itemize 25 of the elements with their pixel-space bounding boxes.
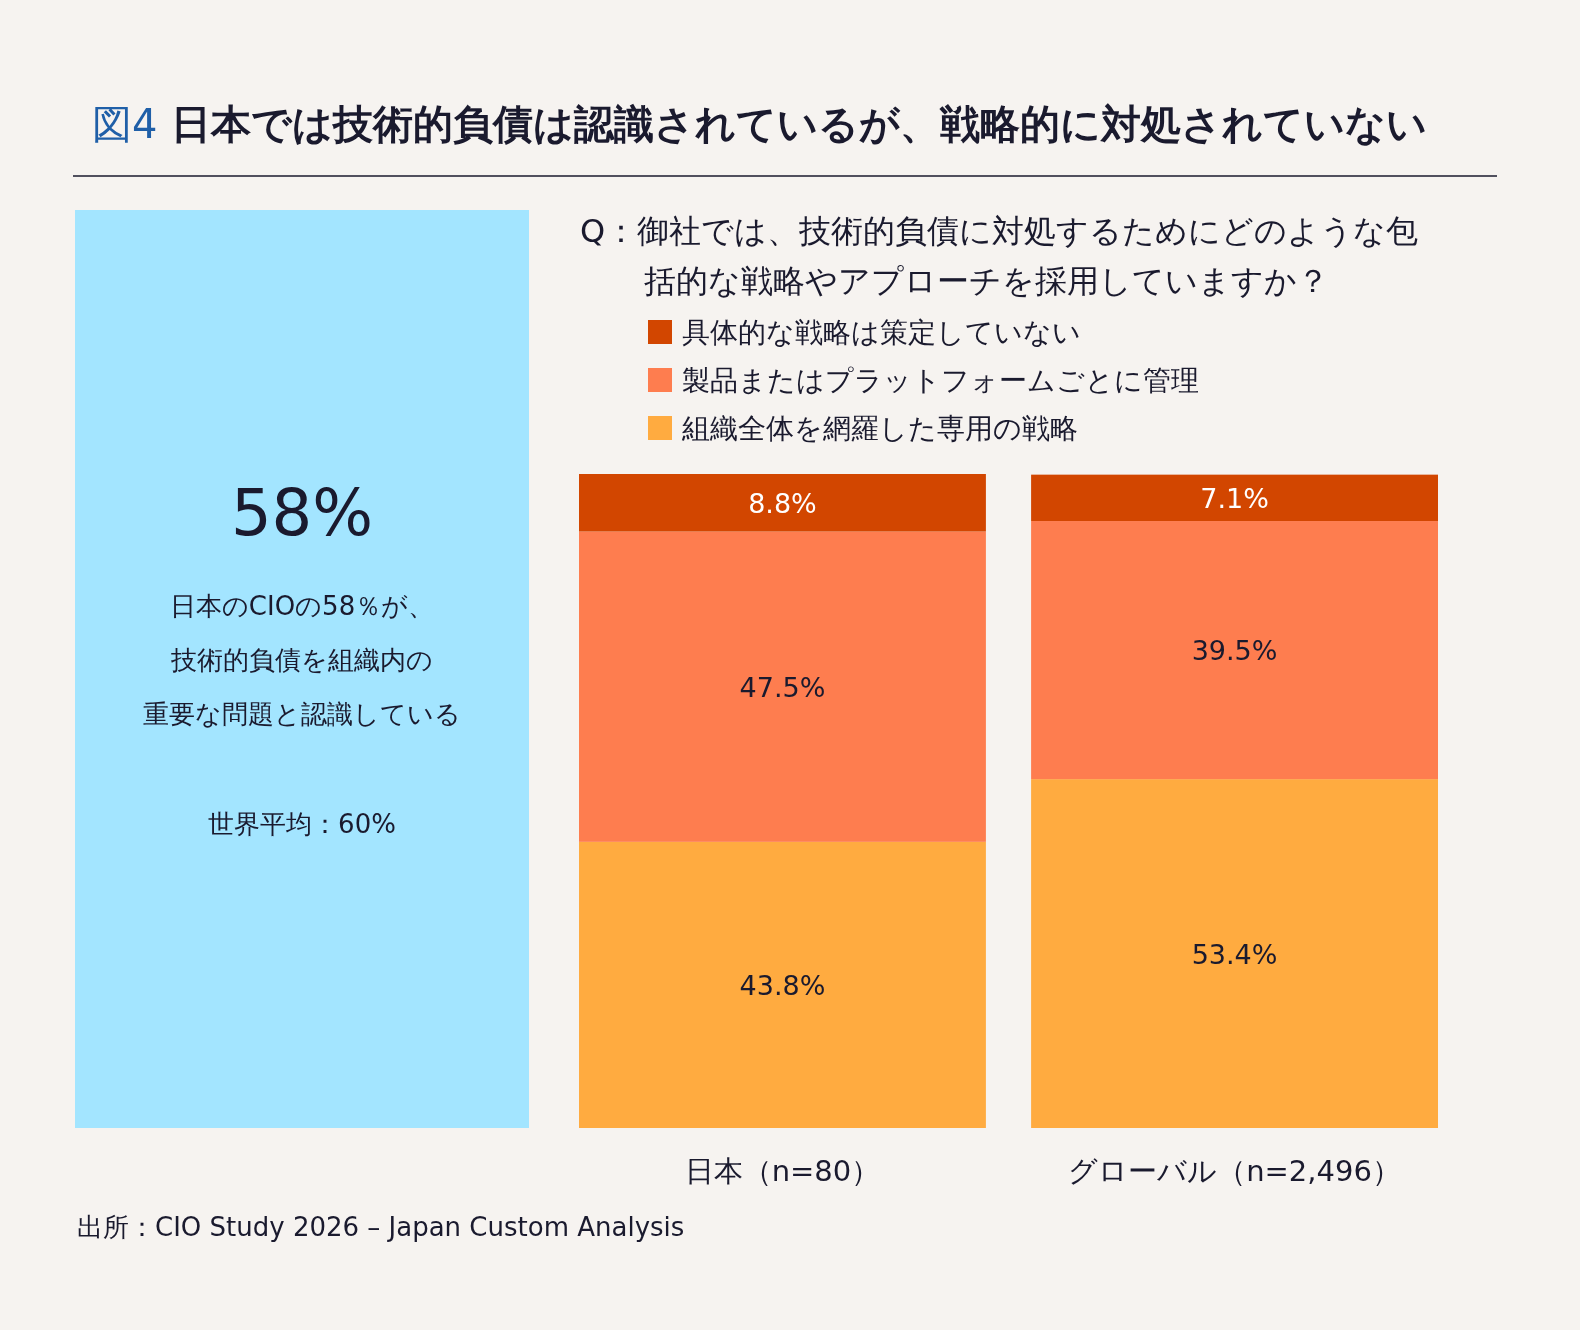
data-label: 43.8% [739, 969, 826, 1001]
bar [579, 531, 986, 842]
text: 日本のCIOの58％が、 [169, 591, 435, 621]
data-label: 39.5% [1191, 635, 1278, 667]
text: 58% [230, 476, 374, 550]
x-tick-label: グローバル（n=2,496） [1068, 1154, 1401, 1188]
data-label: 53.4% [1191, 938, 1278, 970]
legend-label: 組織全体を網羅した専用の戦略 [681, 412, 1078, 445]
text: 出所：CIO Study 2026 – Japan Custom Analysis [77, 1212, 685, 1242]
chart-title: 図4 日本では技術的負債は認識されているが、戦略的に対処されていない [92, 101, 1428, 147]
data-label: 47.5% [739, 671, 826, 703]
data-label: 7.1% [1200, 482, 1269, 514]
chart-subtitle: Q：御社では、技術的負債に対処するためにどのような包括的な戦略やアプローチを採用していますか？ [580, 212, 1419, 300]
bar [579, 474, 986, 532]
data-label: 8.8% [748, 487, 817, 519]
legend-label: 具体的な戦略は策定していない [682, 316, 1081, 349]
legend-label: 製品またはプラットフォームごとに管理 [682, 364, 1199, 397]
bar [1031, 474, 1439, 522]
x-tick-label: 日本（n=80） [684, 1154, 881, 1188]
text: 重要な問題と認識している [143, 699, 461, 729]
bar [1031, 521, 1439, 780]
bar [1031, 779, 1439, 1128]
text: 世界平均：60% [208, 809, 396, 839]
bar [579, 841, 986, 1128]
text: 技術的負債を組織内の [170, 645, 433, 675]
